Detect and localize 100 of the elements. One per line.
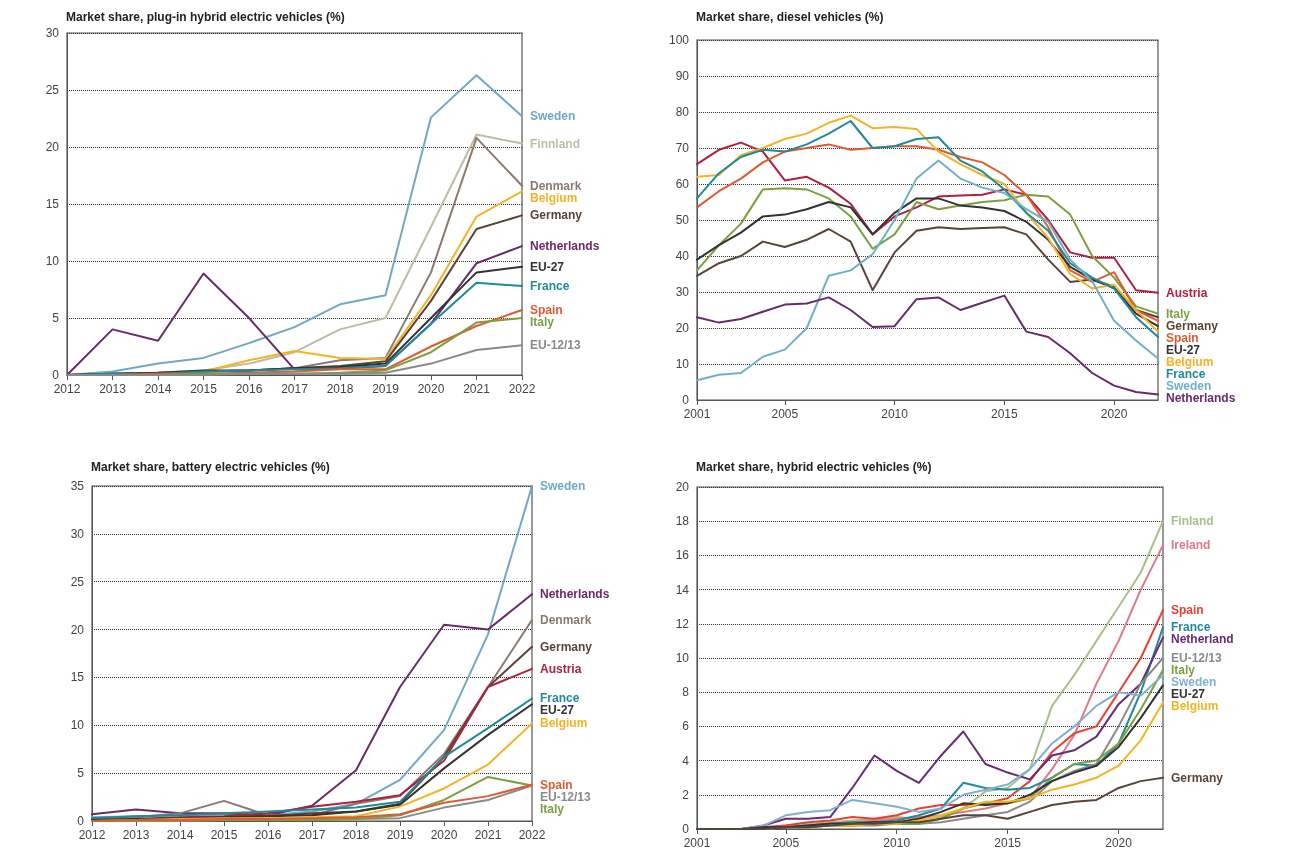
x-tick-label: 2020 bbox=[430, 828, 458, 842]
series-label: EU-27 bbox=[1171, 687, 1206, 701]
y-tick-label: 25 bbox=[45, 83, 60, 97]
y-tick-label: 50 bbox=[675, 213, 690, 227]
series-label: Spain bbox=[530, 303, 563, 318]
series-label: Germany bbox=[540, 639, 593, 654]
series-label: Finnland bbox=[530, 136, 580, 151]
line-series bbox=[696, 187, 1159, 315]
x-tick-label: 2022 bbox=[508, 382, 536, 396]
series-label: Sweden bbox=[530, 109, 576, 124]
x-tick-label: 2020 bbox=[417, 382, 445, 396]
x-tick-label: 2001 bbox=[683, 407, 711, 421]
series-label: Italy bbox=[530, 315, 555, 330]
x-tick-label: 2018 bbox=[326, 382, 354, 396]
x-tick-label: 2013 bbox=[99, 382, 127, 396]
x-tick-label: 2020 bbox=[1105, 836, 1133, 850]
y-tick-label: 8 bbox=[682, 685, 690, 700]
y-tick-label: 15 bbox=[45, 197, 60, 211]
series-label: Spain bbox=[540, 777, 573, 792]
y-tick-label: 20 bbox=[675, 480, 690, 494]
y-tick-label: 6 bbox=[682, 719, 690, 734]
series-label: Italy bbox=[1171, 663, 1196, 677]
series-label: Denmark bbox=[530, 178, 582, 193]
y-tick-label: 16 bbox=[675, 548, 690, 563]
chart-title: Market share, hybrid electric vehicles (%) bbox=[696, 460, 932, 474]
x-tick-label: 2016 bbox=[235, 382, 263, 396]
chart-title: Market share, diesel vehicles (%) bbox=[696, 10, 884, 24]
y-tick-label: 14 bbox=[675, 582, 690, 597]
x-tick-label: 2015 bbox=[210, 828, 238, 842]
series-label: Belgium bbox=[540, 716, 588, 731]
series-label: Sweden bbox=[540, 479, 586, 493]
x-tick-label: 2015 bbox=[994, 836, 1022, 850]
x-tick-label: 2010 bbox=[883, 836, 911, 850]
y-tick-label: 10 bbox=[70, 718, 85, 733]
text: Belgium bbox=[1166, 354, 1214, 369]
chart-title: Market share, plug-in hybrid electric vehicles (%) bbox=[66, 10, 345, 24]
series-label: Ireland bbox=[1171, 538, 1211, 553]
y-tick-label: 20 bbox=[70, 622, 85, 637]
series-label: EU-27 bbox=[530, 259, 565, 274]
y-tick-label: 5 bbox=[77, 766, 85, 781]
y-tick-label: 18 bbox=[675, 514, 690, 529]
series-label: Netherland bbox=[1171, 632, 1234, 647]
y-tick-label: 30 bbox=[70, 526, 85, 541]
series-label: EU-12/13 bbox=[530, 338, 582, 353]
line-series bbox=[696, 226, 1159, 319]
x-tick-label: 2016 bbox=[254, 828, 282, 842]
line-series bbox=[696, 141, 1159, 294]
y-tick-label: 10 bbox=[675, 651, 690, 665]
x-tick-label: 2017 bbox=[281, 382, 309, 396]
y-tick-label: 0 bbox=[52, 368, 60, 382]
series-label: Netherlands bbox=[1166, 390, 1236, 405]
series-label: Italy bbox=[1166, 306, 1191, 321]
y-tick-label: 60 bbox=[675, 177, 690, 191]
line-series bbox=[696, 159, 1159, 382]
series-label: Spain bbox=[1166, 330, 1199, 345]
y-tick-label: 90 bbox=[675, 69, 690, 83]
x-tick-label: 2001 bbox=[683, 836, 711, 850]
x-tick-label: 2022 bbox=[518, 828, 546, 842]
y-tick-label: 0 bbox=[682, 393, 690, 407]
series-label: Belgium bbox=[530, 190, 578, 205]
series-label: Belgium bbox=[1171, 699, 1219, 713]
x-tick-label: 2014 bbox=[166, 828, 194, 842]
series-label: Sweden bbox=[1166, 378, 1212, 393]
x-tick-label: 2017 bbox=[298, 828, 326, 842]
series-label: Italy bbox=[540, 801, 565, 816]
x-tick-label: 2021 bbox=[463, 382, 491, 396]
x-tick-label: 2018 bbox=[342, 828, 370, 842]
y-tick-label: 70 bbox=[675, 141, 690, 155]
x-tick-label: 2021 bbox=[474, 828, 502, 842]
line-series bbox=[696, 143, 1159, 322]
x-tick-label: 2019 bbox=[386, 828, 414, 842]
series-label: Sweden bbox=[1171, 675, 1217, 689]
x-tick-label: 2020 bbox=[1100, 407, 1128, 421]
y-tick-label: 20 bbox=[675, 321, 690, 335]
x-tick-label: 2005 bbox=[771, 407, 799, 421]
y-tick-label: 12 bbox=[675, 616, 690, 631]
y-tick-label: 15 bbox=[70, 670, 85, 685]
series-label: France bbox=[1171, 620, 1211, 635]
x-tick-label: 2010 bbox=[881, 407, 909, 421]
series-label: Netherlands bbox=[540, 587, 610, 602]
y-tick-label: 40 bbox=[675, 249, 690, 263]
y-tick-label: 100 bbox=[668, 33, 690, 47]
x-tick-label: 2013 bbox=[122, 828, 150, 842]
series-label: EU-27 bbox=[540, 703, 575, 718]
y-tick-label: 10 bbox=[45, 254, 60, 268]
x-tick-label: 2012 bbox=[53, 382, 81, 396]
y-tick-label: 5 bbox=[52, 311, 60, 325]
y-tick-label: 0 bbox=[682, 822, 690, 836]
series-label: Spain bbox=[1171, 603, 1204, 618]
series-label: Austria bbox=[1166, 285, 1208, 300]
y-tick-label: 4 bbox=[682, 753, 690, 768]
x-tick-label: 2015 bbox=[190, 382, 218, 396]
y-tick-label: 0 bbox=[77, 814, 85, 828]
series-label: France bbox=[540, 691, 580, 706]
series-label: Germany bbox=[530, 208, 583, 223]
y-tick-label: 30 bbox=[45, 26, 60, 40]
series-label: Austria bbox=[540, 661, 582, 676]
series-label: Finland bbox=[1171, 514, 1214, 529]
x-tick-label: 2015 bbox=[990, 407, 1018, 421]
y-tick-label: 30 bbox=[675, 285, 690, 299]
